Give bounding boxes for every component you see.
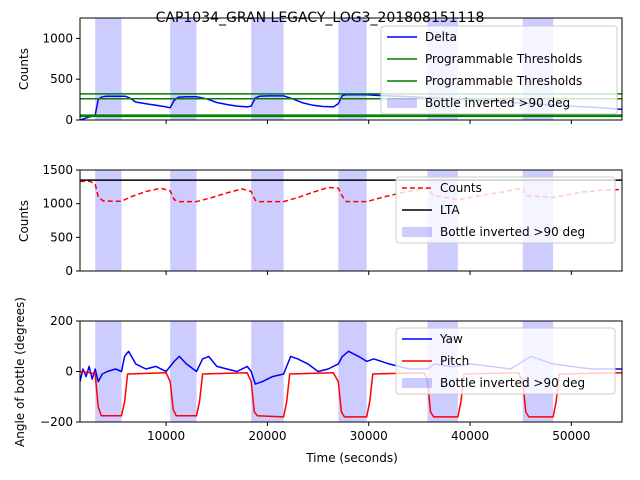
x-tick-label: 10000 — [147, 429, 185, 443]
legend-label: Counts — [440, 181, 482, 195]
inverted-band-3 — [251, 321, 284, 422]
x-tick-label: 30000 — [350, 429, 388, 443]
y-tick-label: −200 — [40, 415, 73, 429]
inverted-band-2 — [170, 170, 197, 271]
legend-label: Programmable Thresholds — [425, 52, 582, 66]
counts-delta-panel: 0 500 1000 Counts Delta Programmable Thresh… — [17, 17, 623, 127]
x-tick-label: 50000 — [552, 429, 590, 443]
y-tick-label: 0 — [65, 264, 73, 278]
panel-1-ylabel: Counts — [17, 48, 31, 90]
panel-3-ylabel: Angle of bottle (degrees) — [13, 297, 27, 447]
y-tick-label: 0 — [65, 113, 73, 127]
legend-label: Bottle inverted >90 deg — [440, 376, 585, 390]
y-tick-label: 1000 — [42, 197, 73, 211]
inverted-band-1 — [95, 170, 122, 271]
y-tick-label: 500 — [50, 72, 73, 86]
y-tick-label: 0 — [65, 365, 73, 379]
y-tick-label: 1000 — [42, 31, 73, 45]
legend-swatch — [402, 227, 432, 237]
inverted-band-3 — [251, 18, 284, 120]
inverted-band-4 — [338, 18, 367, 120]
panel-1-legend: Delta Programmable Thresholds Programmable… — [380, 25, 618, 115]
panel-3-legend: Yaw Pitch Bottle inverted >90 deg — [395, 327, 616, 395]
panel-1-frame — [79, 17, 623, 121]
legend-frame — [395, 327, 616, 395]
legend-label: Programmable Thresholds — [425, 74, 582, 88]
inverted-band-3 — [251, 170, 284, 271]
legend-label: Pitch — [440, 354, 469, 368]
legend-label: Delta — [425, 30, 457, 44]
legend-frame — [380, 25, 618, 115]
legend-label: Yaw — [439, 332, 463, 346]
x-tick-label: 40000 — [451, 429, 489, 443]
inverted-band-4 — [338, 170, 367, 271]
inverted-band-2 — [170, 321, 197, 422]
x-axis-label: Time (seconds) — [305, 451, 398, 465]
inverted-band-4 — [338, 321, 367, 422]
inverted-band-1 — [95, 18, 122, 120]
legend-label: LTA — [440, 203, 460, 217]
legend-frame — [395, 176, 616, 244]
y-tick-label: 500 — [50, 230, 73, 244]
y-tick-label: 1500 — [42, 163, 73, 177]
legend-label: Bottle inverted >90 deg — [425, 96, 570, 110]
angle-panel: 10000 20000 30000 40000 50000 −200 0 200 Angle … — [13, 297, 623, 447]
x-tick-label: 20000 — [248, 429, 286, 443]
inverted-band-2 — [170, 18, 197, 120]
panel-2-frame — [79, 169, 623, 272]
counts-lta-panel: 0 500 1000 1500 Counts Counts LTA Bottle inve… — [17, 163, 623, 278]
y-tick-label: 200 — [50, 314, 73, 328]
legend-swatch — [387, 98, 417, 108]
panel-2-legend: Counts LTA Bottle inverted >90 deg — [395, 176, 616, 244]
legend-label: Bottle inverted >90 deg — [440, 225, 585, 239]
panel-2-ylabel: Counts — [17, 200, 31, 242]
legend-swatch — [402, 378, 432, 388]
